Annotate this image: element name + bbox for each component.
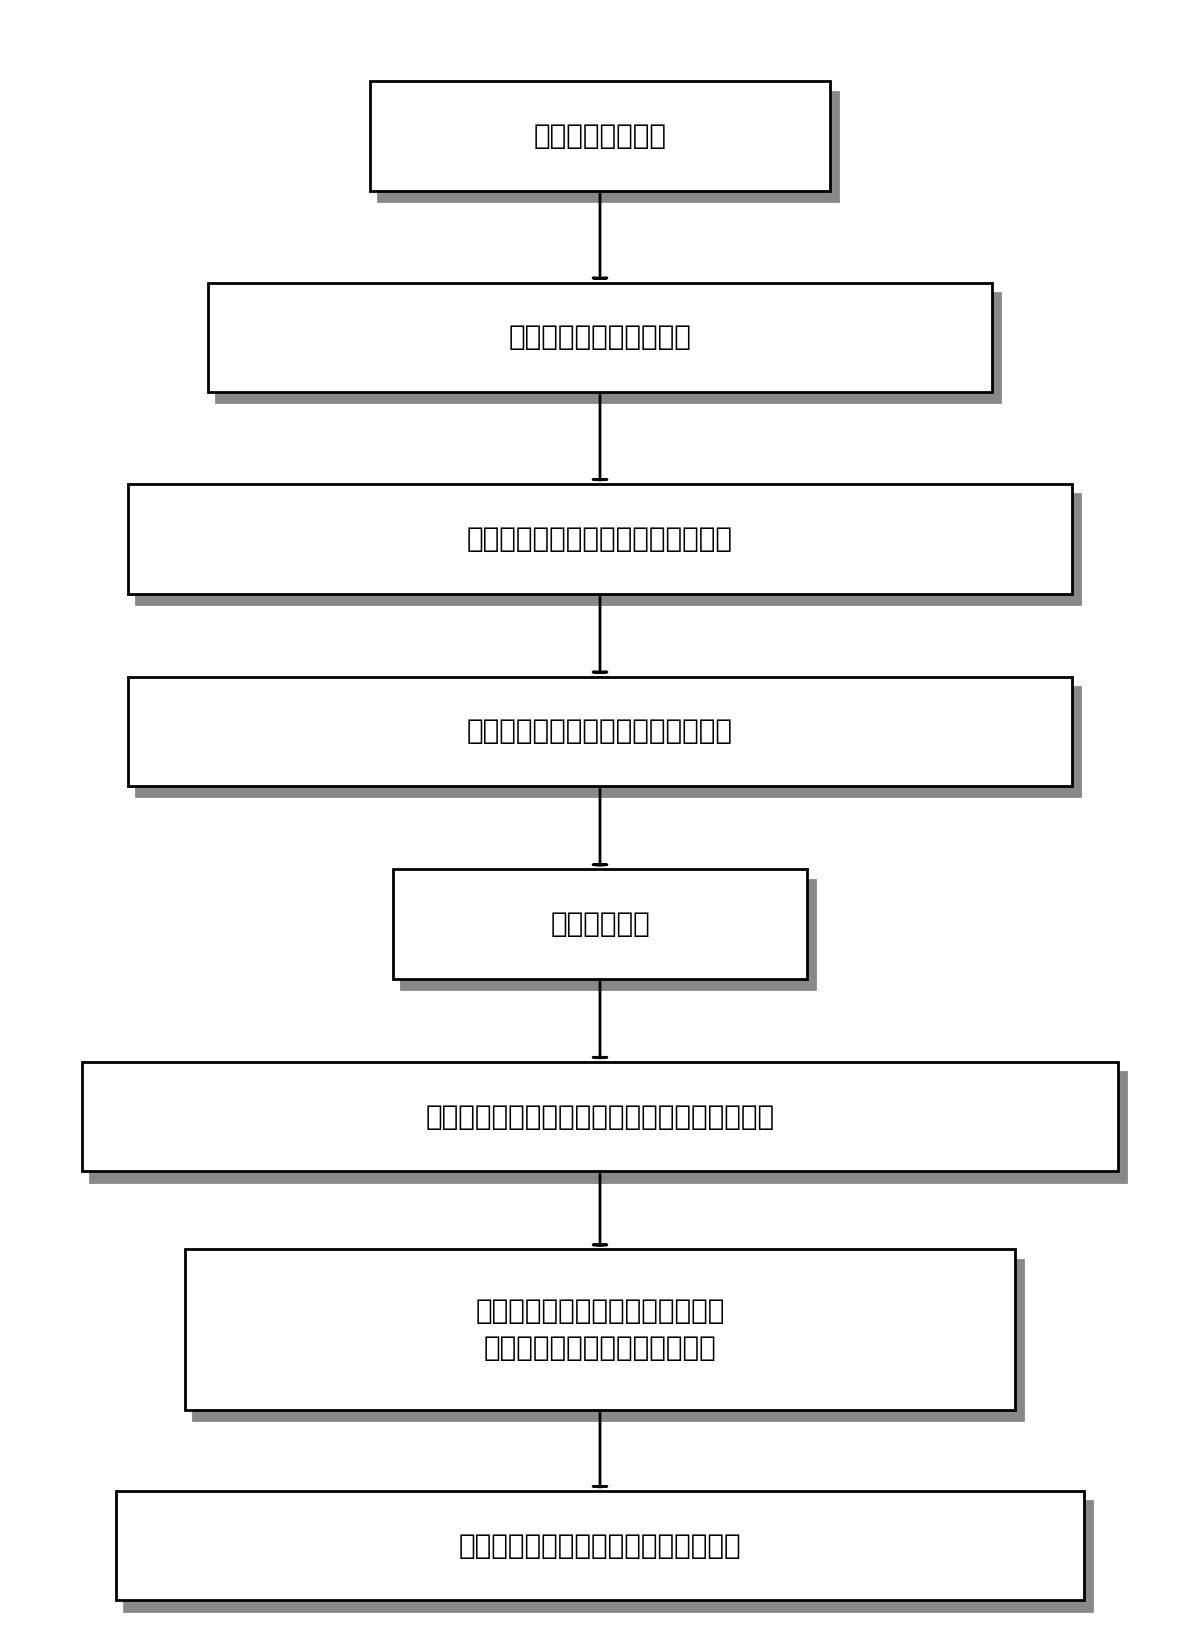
Bar (136, 686, 1080, 796)
Text: 确定稠油泡点压力与达到平衡的时间: 确定稠油泡点压力与达到平衡的时间 (467, 524, 733, 552)
Bar (82, 1061, 1118, 1171)
Bar (127, 485, 1073, 593)
Bar (193, 1260, 1022, 1420)
Text: 计算非平衡状态下泡沫油高压物性参数: 计算非平衡状态下泡沫油高压物性参数 (458, 1532, 742, 1559)
Text: 确定平衡状态泡点压力下泡沫油高压物性参数值: 确定平衡状态泡点压力下泡沫油高压物性参数值 (426, 1102, 774, 1130)
Bar (401, 880, 816, 989)
Text: 确定气体分散系数: 确定气体分散系数 (534, 123, 666, 151)
Bar (90, 1073, 1127, 1181)
Bar (392, 870, 808, 980)
Bar (209, 283, 991, 391)
Bar (185, 1250, 1015, 1410)
Text: 确定平衡状态下泡沫油高压物性参数: 确定平衡状态下泡沫油高压物性参数 (467, 717, 733, 745)
Bar (136, 495, 1080, 604)
Bar (127, 676, 1073, 786)
Text: 研究目标稠油的物性参数: 研究目标稠油的物性参数 (509, 323, 691, 352)
Text: 计算非平衡状态下拟泡点压力及拟
泡点压力下泡沫油高压物性参数: 计算非平衡状态下拟泡点压力及拟 泡点压力下泡沫油高压物性参数 (475, 1297, 725, 1363)
Bar (125, 1500, 1092, 1610)
Bar (216, 293, 1000, 403)
Text: 确定静止时间: 确定静止时间 (550, 911, 650, 939)
Bar (370, 82, 830, 190)
Bar (378, 92, 839, 201)
Bar (116, 1491, 1084, 1600)
